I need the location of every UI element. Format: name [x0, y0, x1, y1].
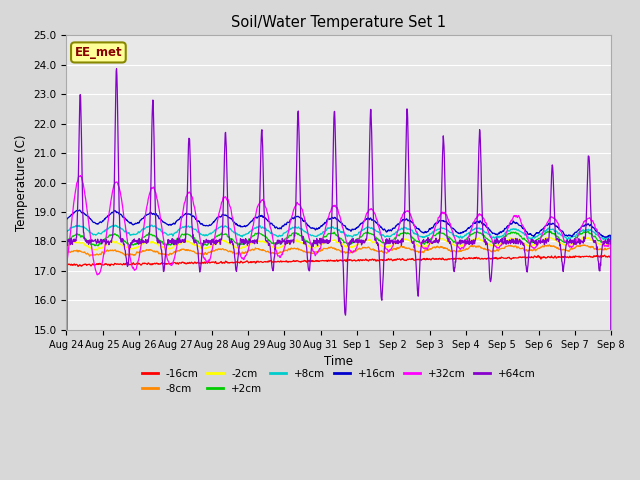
+64cm — [342, 312, 349, 318]
-2cm — [294, 238, 301, 243]
+2cm — [584, 228, 592, 234]
+16cm — [315, 226, 323, 231]
-2cm — [63, 419, 70, 425]
+64cm — [305, 268, 313, 274]
-16cm — [63, 431, 70, 437]
+64cm — [105, 239, 113, 244]
+32cm — [607, 416, 615, 422]
-8cm — [127, 251, 134, 257]
+64cm — [127, 240, 135, 245]
-16cm — [372, 258, 380, 264]
+32cm — [305, 236, 313, 241]
+16cm — [76, 207, 83, 213]
+8cm — [373, 228, 381, 234]
-8cm — [294, 245, 301, 251]
+64cm — [607, 241, 615, 247]
Y-axis label: Temperature (C): Temperature (C) — [15, 134, 28, 231]
+32cm — [373, 216, 381, 222]
-2cm — [127, 245, 134, 251]
Line: -16cm: -16cm — [67, 255, 611, 434]
-2cm — [579, 234, 587, 240]
Line: -2cm: -2cm — [67, 237, 611, 422]
+32cm — [63, 429, 70, 435]
-16cm — [294, 258, 301, 264]
+32cm — [127, 260, 135, 265]
+2cm — [372, 235, 380, 241]
-8cm — [372, 248, 380, 253]
+8cm — [305, 232, 313, 238]
Text: EE_met: EE_met — [75, 46, 122, 59]
-16cm — [127, 262, 134, 267]
+32cm — [315, 247, 323, 252]
+32cm — [294, 201, 301, 206]
+8cm — [63, 408, 70, 414]
+16cm — [127, 219, 135, 225]
+16cm — [305, 224, 313, 229]
-16cm — [607, 252, 614, 258]
-8cm — [607, 419, 615, 424]
Line: +32cm: +32cm — [67, 176, 611, 432]
+16cm — [294, 214, 301, 219]
+8cm — [105, 226, 113, 231]
X-axis label: Time: Time — [324, 355, 353, 368]
+2cm — [105, 234, 113, 240]
-8cm — [305, 249, 313, 255]
Line: +8cm: +8cm — [67, 225, 611, 415]
Legend: -16cm, -8cm, -2cm, +2cm, +8cm, +16cm, +32cm, +64cm: -16cm, -8cm, -2cm, +2cm, +8cm, +16cm, +3… — [138, 365, 540, 398]
+32cm — [76, 173, 84, 179]
-2cm — [607, 416, 615, 422]
-2cm — [315, 243, 323, 249]
Line: -8cm: -8cm — [67, 245, 611, 426]
+8cm — [607, 412, 615, 418]
-16cm — [315, 258, 323, 264]
-2cm — [105, 240, 113, 246]
+8cm — [294, 225, 301, 230]
+2cm — [315, 239, 323, 245]
+2cm — [63, 415, 70, 421]
+64cm — [63, 237, 70, 242]
+16cm — [105, 213, 113, 219]
Line: +16cm: +16cm — [67, 210, 611, 414]
+32cm — [105, 212, 113, 217]
+8cm — [315, 232, 323, 238]
+64cm — [315, 240, 323, 245]
+2cm — [127, 242, 134, 248]
-16cm — [305, 258, 313, 264]
-8cm — [105, 248, 113, 254]
-16cm — [105, 262, 113, 267]
Line: +64cm: +64cm — [67, 69, 611, 315]
-2cm — [372, 241, 380, 247]
-8cm — [545, 242, 553, 248]
-8cm — [315, 249, 323, 254]
+16cm — [373, 220, 381, 226]
-2cm — [305, 243, 313, 249]
+8cm — [127, 232, 135, 238]
-8cm — [63, 423, 70, 429]
-16cm — [607, 424, 615, 430]
+16cm — [607, 411, 615, 417]
+2cm — [305, 240, 313, 245]
Line: +2cm: +2cm — [67, 231, 611, 418]
+2cm — [294, 231, 301, 237]
+64cm — [113, 66, 120, 72]
Title: Soil/Water Temperature Set 1: Soil/Water Temperature Set 1 — [231, 15, 446, 30]
+16cm — [63, 401, 70, 407]
+8cm — [111, 222, 119, 228]
+64cm — [373, 241, 381, 247]
+2cm — [607, 414, 615, 420]
+64cm — [294, 110, 301, 116]
